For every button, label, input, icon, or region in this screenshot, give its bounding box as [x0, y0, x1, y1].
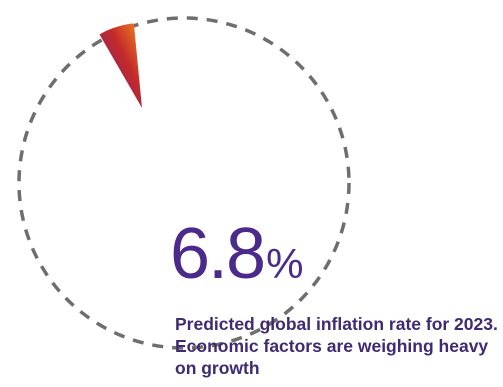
stat-unit: %	[266, 240, 304, 287]
dashed-ring	[17, 16, 351, 350]
stat-value: 6.8	[170, 214, 266, 294]
pie-slice-inflation	[99, 23, 142, 108]
stat-caption: Predicted global inflation rate for 2023…	[175, 314, 498, 378]
stat-readout: 6.8%	[170, 218, 303, 290]
